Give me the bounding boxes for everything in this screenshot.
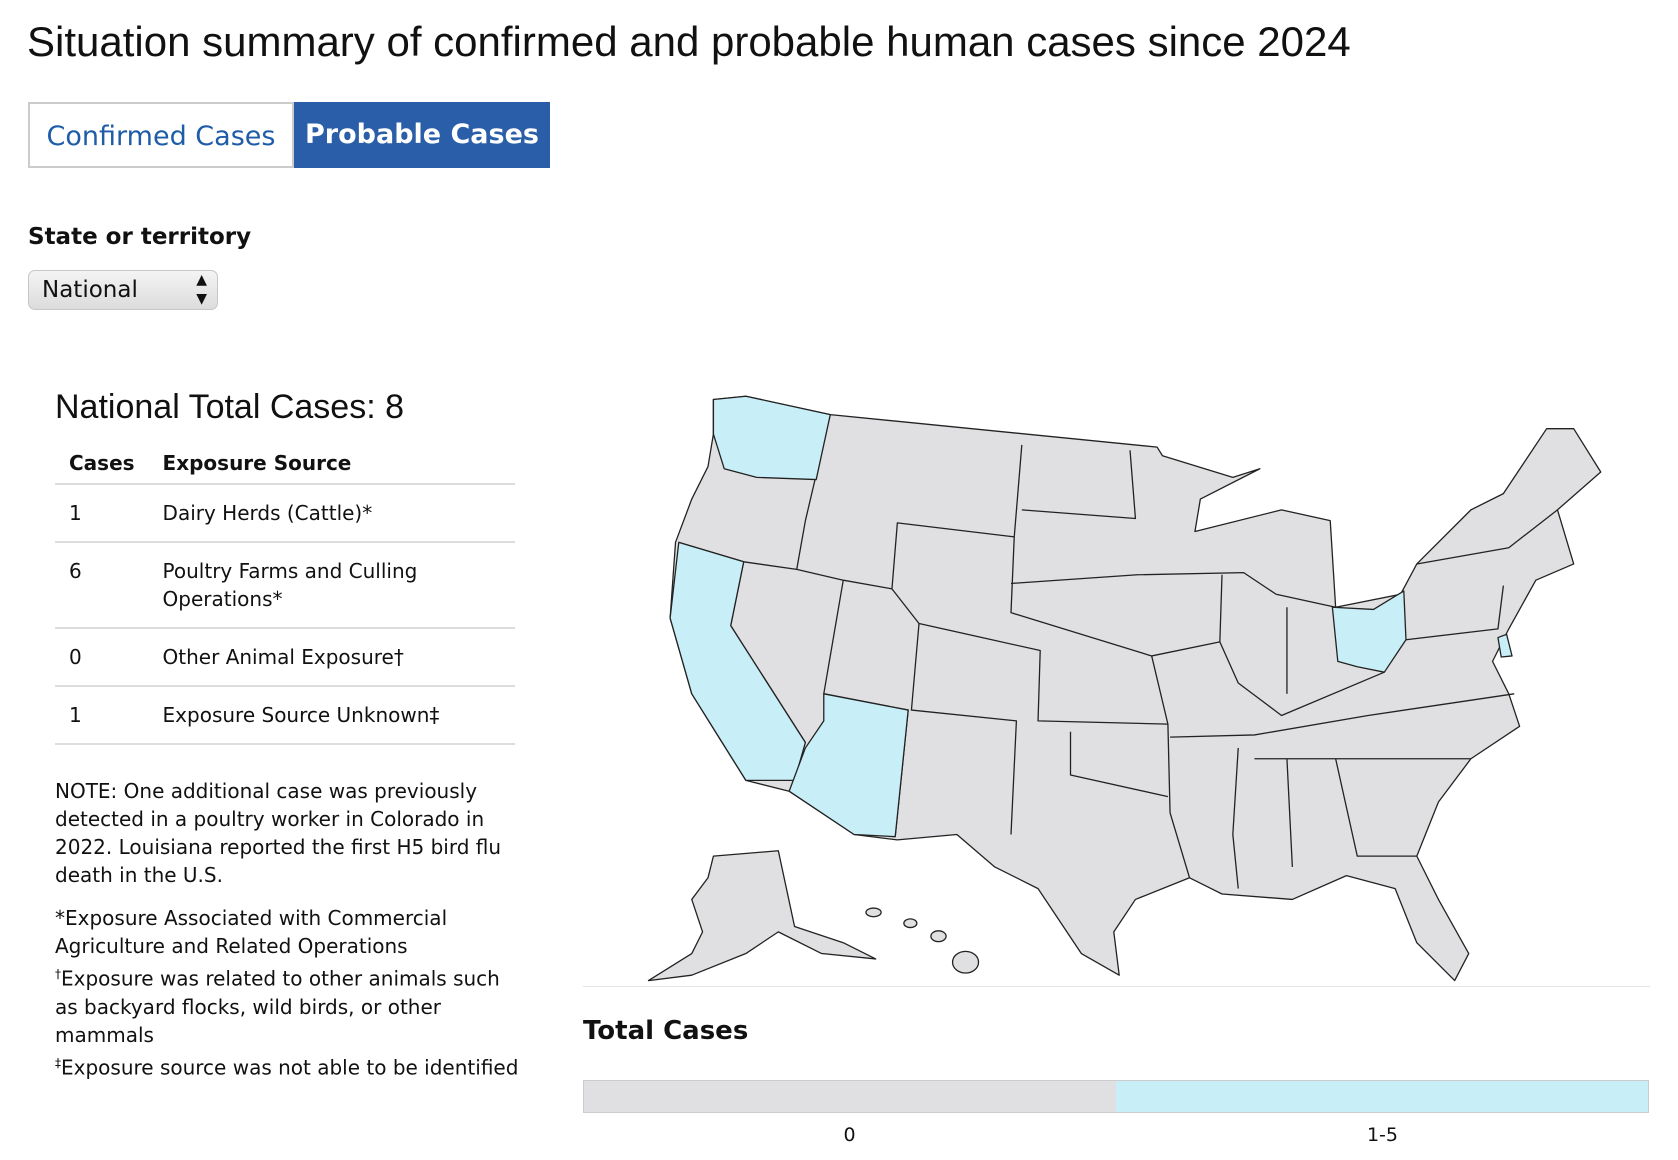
hawaii xyxy=(930,930,947,943)
select-value: National xyxy=(42,277,138,303)
contiguous-us xyxy=(669,395,1602,982)
cases-table: Cases Exposure Source 1 Dairy Herds (Cattle… xyxy=(55,443,515,745)
tab[interactable]: Confirmed Cases xyxy=(28,102,294,168)
table-cell: Poultry Farms and Culling Operations* xyxy=(148,542,515,629)
footnote-text: Exposure Associated with Commercial Agri… xyxy=(55,906,448,958)
state-ca xyxy=(669,541,807,782)
column-header: Cases xyxy=(55,443,149,485)
legend-swatch xyxy=(1116,1081,1648,1112)
footnote-mark: * xyxy=(55,906,65,930)
legend-swatch xyxy=(584,1081,1116,1112)
table-cell: 1 xyxy=(55,686,149,745)
table-row: 6 Poultry Farms and Culling Operations* xyxy=(55,542,515,629)
select-arrows: ▲ ▼ xyxy=(196,272,207,307)
footnote: †Exposure was related to other animals s… xyxy=(55,960,525,1049)
column-header: Exposure Source xyxy=(148,443,515,485)
table-row: 1 Exposure Source Unknown‡ xyxy=(55,686,515,745)
state-select[interactable]: National ▲ ▼ xyxy=(28,270,218,310)
hawaii xyxy=(903,918,918,929)
footnote-mark: ‡ xyxy=(55,1055,61,1070)
table-cell: 0 xyxy=(55,628,149,687)
page-title: Situation summary of confirmed and proba… xyxy=(27,18,1351,65)
footnote-text: Exposure source was not able to be ident… xyxy=(61,1055,519,1080)
footnote-mark: † xyxy=(55,967,61,981)
us-map xyxy=(647,395,1602,982)
alaska xyxy=(647,850,877,982)
state-az xyxy=(788,693,909,838)
legend-labels: 0 1-5 xyxy=(583,1124,1649,1146)
state-oh xyxy=(1331,590,1407,673)
state-borders xyxy=(678,414,1558,889)
table-row: 1 Dairy Herds (Cattle)* xyxy=(55,484,515,543)
legend-label: 1-5 xyxy=(1366,1124,1399,1146)
table-cell: Dairy Herds (Cattle)* xyxy=(148,484,515,543)
table-row: 0 Other Animal Exposure† xyxy=(55,628,515,687)
state-de xyxy=(1497,633,1513,658)
footnote: ‡Exposure source was not able to be iden… xyxy=(55,1049,525,1082)
header-row: Cases Exposure Source xyxy=(55,443,515,485)
summary-title: National Total Cases: 8 xyxy=(55,388,405,426)
tab-active[interactable]: Probable Cases xyxy=(294,102,550,168)
state-wa xyxy=(712,395,831,481)
legend-title: Total Cases xyxy=(583,1016,749,1046)
hawaii xyxy=(865,907,882,918)
footnote: *Exposure Associated with Commercial Agr… xyxy=(55,904,525,960)
table-cell: 6 xyxy=(55,542,149,629)
table-cell: 1 xyxy=(55,484,149,543)
table-cell: Other Animal Exposure† xyxy=(148,628,515,687)
footnote-text: Exposure was related to other animals su… xyxy=(55,966,500,1047)
legend-bar xyxy=(583,1080,1649,1113)
separator xyxy=(583,986,1650,987)
filter-label: State or territory xyxy=(28,224,252,250)
footnotes: *Exposure Associated with Commercial Agr… xyxy=(55,904,525,1081)
hawaii xyxy=(951,950,980,974)
table-cell: Exposure Source Unknown‡ xyxy=(148,686,515,745)
note: NOTE: One additional case was previously… xyxy=(55,779,502,887)
legend-label: 0 xyxy=(843,1124,856,1146)
